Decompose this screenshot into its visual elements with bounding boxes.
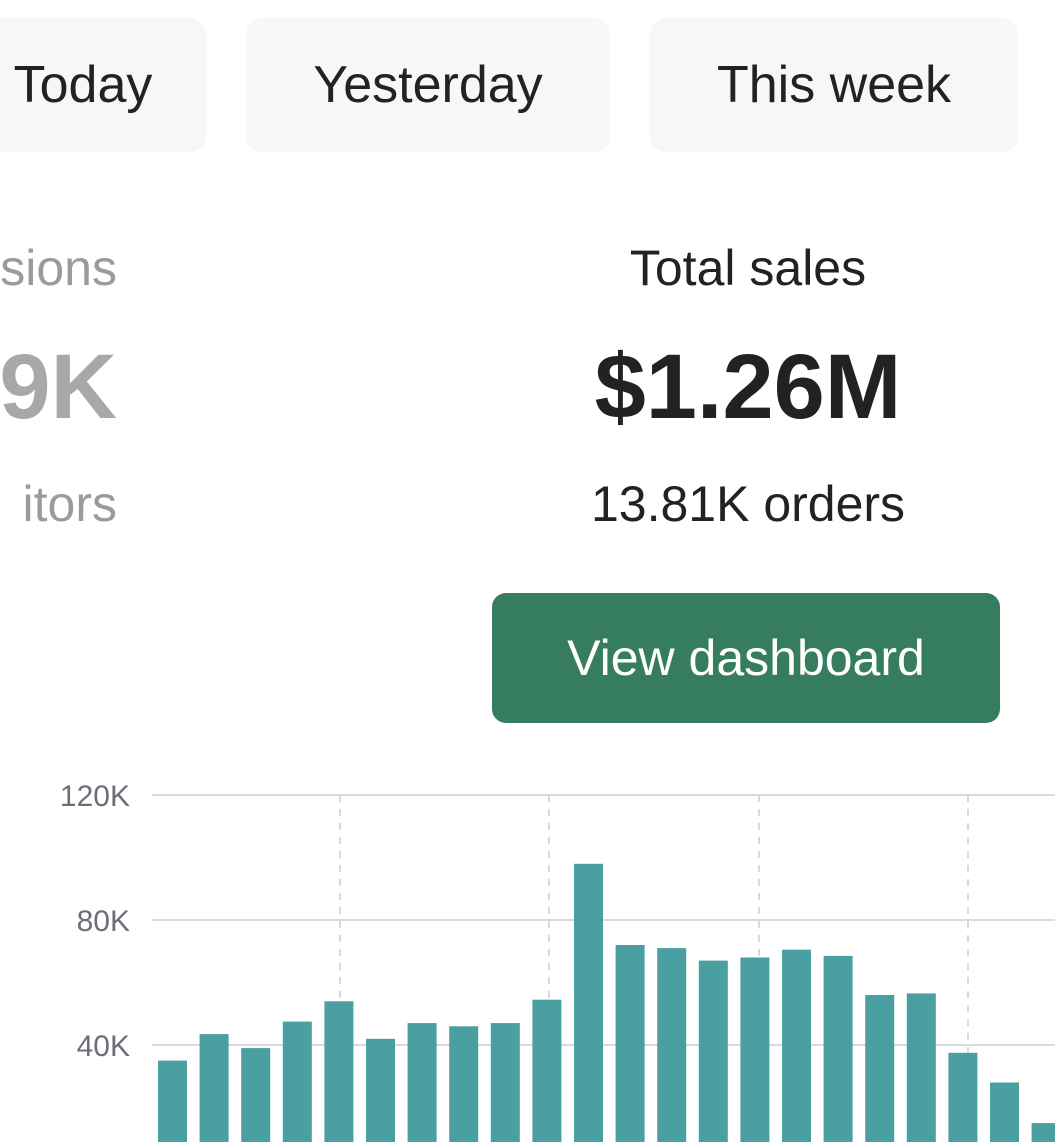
bar-12[interactable] [657,948,687,1142]
y-tick-label: 80K [77,905,130,938]
bar-6[interactable] [407,1023,437,1142]
visitors-label: itors [22,476,117,532]
bar-2[interactable] [241,1048,271,1142]
total-sales-value: $1.26M [594,336,902,438]
orders-count: 13.81K orders [590,476,906,532]
bar-19[interactable] [948,1052,978,1142]
sessions-value: 9K [0,336,117,438]
total-sales-label: Total sales [629,240,867,296]
tab-yesterday[interactable]: Yesterday [246,18,610,152]
sales-bar-chart: 120K 80K 40K [60,780,1055,1142]
bar-16[interactable] [823,955,853,1142]
bar-5[interactable] [366,1038,395,1142]
bar-3[interactable] [282,1021,312,1142]
view-dashboard-button[interactable]: View dashboard [492,593,1000,723]
date-range-tabs: Today Yesterday This week [0,0,1055,170]
bar-8[interactable] [490,1023,520,1142]
bar-17[interactable] [865,995,895,1142]
bar-9[interactable] [532,999,562,1142]
sessions-label: sions [0,240,117,296]
tab-this-week[interactable]: This week [650,18,1018,152]
bar-20[interactable] [990,1082,1019,1142]
bar-4[interactable] [324,1001,354,1142]
bar-15[interactable] [782,949,811,1142]
y-tick-label: 120K [60,780,130,813]
bar-14[interactable] [740,957,770,1142]
bar-1[interactable] [199,1034,229,1142]
bar-0[interactable] [158,1060,187,1142]
bar-10[interactable] [574,863,603,1142]
y-tick-label: 40K [77,1030,130,1063]
bar-11[interactable] [615,945,645,1142]
bar-21[interactable] [1031,1123,1055,1142]
bar-18[interactable] [906,993,936,1142]
tab-today[interactable]: Today [0,18,206,152]
bar-13[interactable] [698,960,728,1142]
bar-7[interactable] [449,1026,479,1142]
